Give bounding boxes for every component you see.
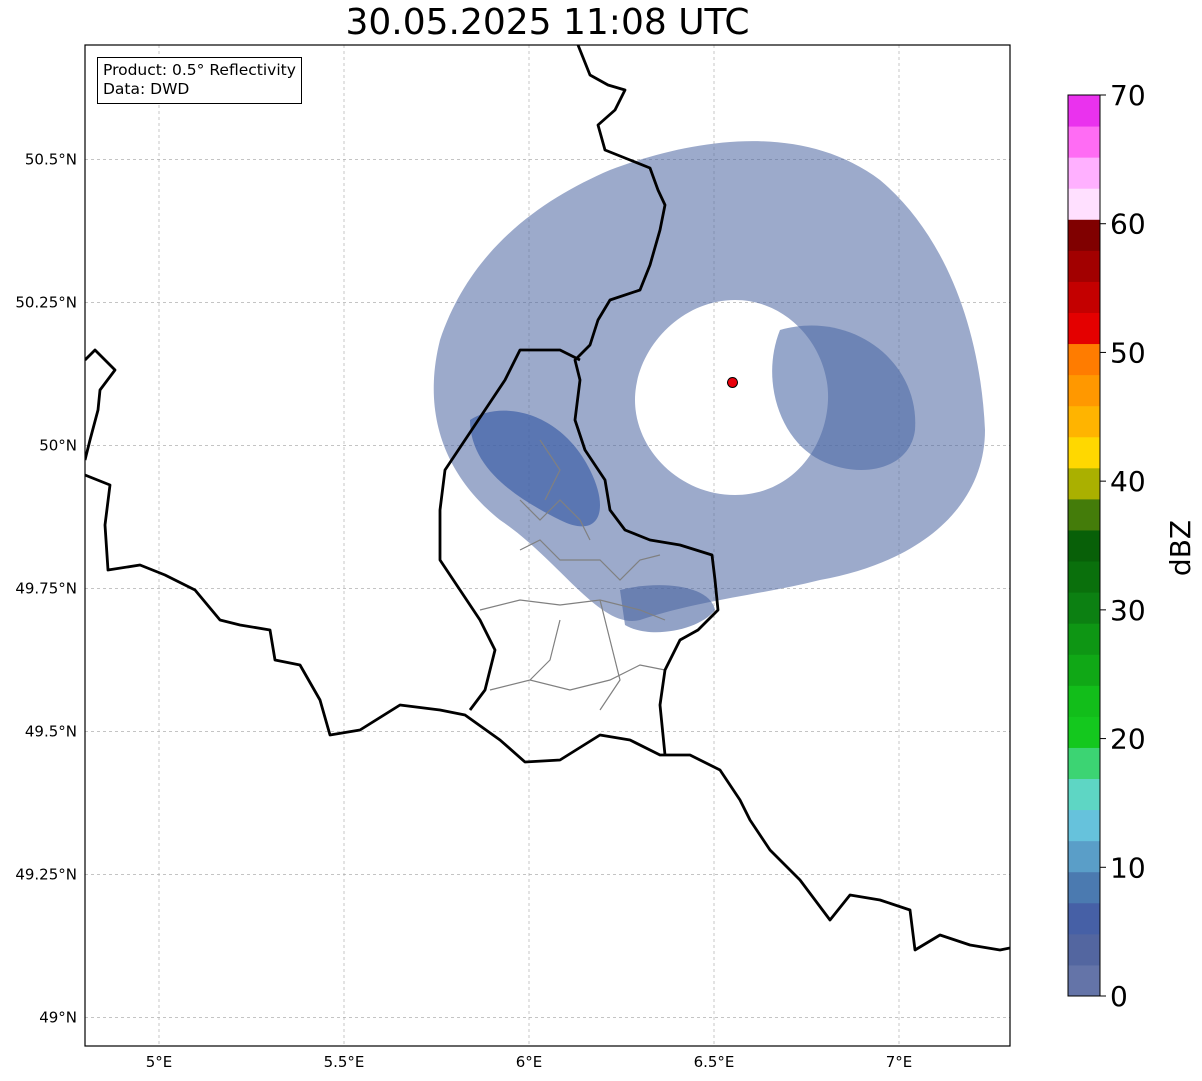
colorbar-segment — [1068, 716, 1100, 748]
colorbar-segment — [1068, 436, 1100, 469]
colorbar-tick-label: 30 — [1110, 594, 1146, 627]
colorbar-tick-label: 60 — [1110, 208, 1146, 241]
colorbar-segment — [1068, 126, 1100, 158]
lat-tick-label: 49°N — [39, 1008, 77, 1026]
lon-tick-label: 6°E — [516, 1053, 543, 1071]
colorbar-segment — [1068, 902, 1100, 935]
lat-tick-label: 50.5°N — [25, 150, 77, 168]
colorbar-segment — [1068, 157, 1100, 189]
radar-site-marker — [727, 376, 738, 388]
colorbar-segment — [1068, 592, 1100, 624]
colorbar-tick-label: 50 — [1110, 336, 1146, 369]
colorbar-segment — [1068, 374, 1100, 407]
colorbar-segment — [1068, 188, 1100, 220]
map-area — [84, 44, 1011, 1047]
colorbar-segment — [1068, 529, 1100, 562]
lat-tick-label: 50°N — [39, 436, 77, 454]
lat-tick-label: 49.25°N — [15, 865, 77, 883]
colorbar-segment — [1068, 250, 1100, 282]
border-lux-west — [438, 348, 581, 711]
radar-echo-field — [433, 141, 986, 633]
product-info-box: Product: 0.5° Reflectivity Data: DWD — [97, 57, 302, 104]
colorbar-tick-label: 0 — [1110, 980, 1128, 1013]
latitude-labels: 49°N 49.25°N 49.5°N 49.75°N 50°N 50.25°N 50.5°… — [15, 150, 77, 1026]
colorbar-segment — [1068, 871, 1100, 904]
internal-boundaries — [479, 439, 666, 711]
colorbar-tick-label: 70 — [1110, 79, 1146, 112]
lat-tick-label: 49.5°N — [25, 722, 77, 740]
border-northwest — [85, 348, 117, 461]
lat-tick-label: 50.25°N — [15, 293, 77, 311]
lon-tick-label: 5°E — [146, 1053, 173, 1071]
lon-tick-label: 5.5°E — [324, 1053, 365, 1071]
colorbar-segment — [1068, 623, 1100, 655]
map-title: 30.05.2025 11:08 UTC — [345, 2, 750, 43]
colorbar-segment — [1068, 498, 1100, 531]
border-france-belgium — [85, 473, 1010, 952]
product-text: Product: 0.5° Reflectivity — [103, 61, 296, 79]
lat-tick-label: 49.75°N — [15, 579, 77, 597]
data-source-text: Data: DWD — [103, 80, 190, 98]
colorbar-segment — [1068, 405, 1100, 438]
colorbar-frame — [1067, 94, 1101, 997]
colorbar-tick-label: 10 — [1110, 851, 1146, 884]
colorbar-segment — [1068, 933, 1100, 966]
lon-tick-label: 7°E — [886, 1053, 913, 1071]
map-frame — [84, 44, 1011, 1047]
colorbar-tick-label: 20 — [1110, 723, 1146, 756]
colorbar-segment — [1068, 281, 1100, 313]
colorbar-segment — [1068, 467, 1100, 500]
national-borders — [85, 45, 1010, 952]
colorbar-segment — [1068, 95, 1100, 127]
border-north-south — [573, 45, 720, 756]
colorbar-segment — [1068, 809, 1100, 842]
colorbar: 0 10 20 30 40 50 60 70 — [1067, 79, 1146, 1013]
colorbar-segment — [1068, 343, 1100, 376]
colorbar-segment — [1068, 747, 1100, 780]
colorbar-segment — [1068, 685, 1100, 717]
colorbar-segment — [1068, 561, 1100, 593]
colorbar-segment — [1068, 778, 1100, 811]
colorbar-segment — [1068, 219, 1100, 251]
colorbar-unit-label: dBZ — [1164, 520, 1197, 576]
colorbar-tick-label: 40 — [1110, 465, 1146, 498]
colorbar-segment — [1068, 654, 1100, 686]
colorbar-segment — [1068, 840, 1100, 873]
colorbar-segment — [1068, 964, 1100, 997]
colorbar-segment — [1068, 312, 1100, 345]
lon-tick-label: 6.5°E — [694, 1053, 735, 1071]
longitude-labels: 5°E 5.5°E 6°E 6.5°E 7°E — [146, 1053, 913, 1071]
